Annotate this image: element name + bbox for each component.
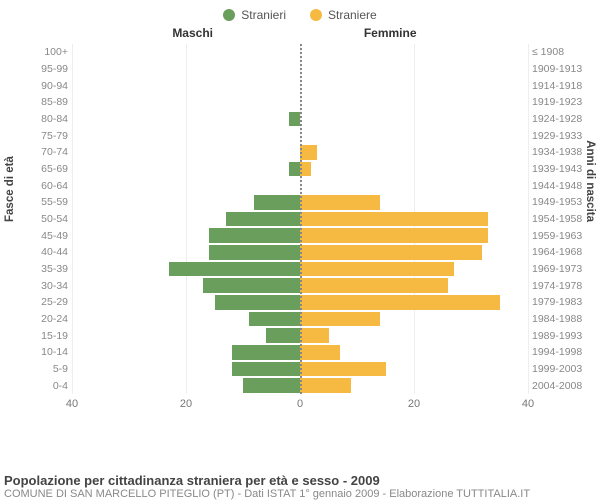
age-band-label: 30-34 (41, 280, 68, 292)
y-axis-birth-labels: 2004-2008 1999-2003 1994-1998 1989-1993 1984… (532, 44, 596, 394)
birth-year-label: 1954-1958 (532, 213, 582, 225)
bar-male (209, 245, 300, 260)
birth-year-label: 1989-1993 (532, 330, 582, 342)
age-band-label: 25-29 (41, 296, 68, 308)
age-band-label: 55-59 (41, 196, 68, 208)
chart-title: Popolazione per cittadinanza straniera p… (4, 473, 596, 488)
legend-item-female: Straniere (310, 8, 377, 22)
birth-year-label: 1974-1978 (532, 280, 582, 292)
bar-female (300, 312, 380, 327)
birth-year-label: 1924-1928 (532, 113, 582, 125)
group-header-female: Femmine (364, 26, 417, 40)
age-band-label: 5-9 (53, 363, 68, 375)
age-band-label: 40-44 (41, 246, 68, 258)
age-band-label: 35-39 (41, 263, 68, 275)
x-tick-label: 0 (297, 398, 303, 410)
birth-year-label: 1984-1988 (532, 313, 582, 325)
bar-female (300, 245, 482, 260)
age-band-label: 85-89 (41, 96, 68, 108)
bar-male (232, 345, 300, 360)
age-band-label: 70-74 (41, 146, 68, 158)
age-band-label: 60-64 (41, 180, 68, 192)
birth-year-label: ≤ 1908 (532, 46, 564, 58)
bar-female (300, 278, 448, 293)
birth-year-label: 1999-2003 (532, 363, 582, 375)
bar-female (300, 145, 317, 160)
bar-male (203, 278, 300, 293)
bar-female (300, 228, 488, 243)
legend-item-male: Stranieri (223, 8, 286, 22)
bar-male (289, 112, 300, 127)
bar-female (300, 295, 500, 310)
legend: Stranieri Straniere (0, 0, 600, 26)
birth-year-label: 1969-1973 (532, 263, 582, 275)
bar-female (300, 345, 340, 360)
birth-year-label: 1949-1953 (532, 196, 582, 208)
group-header-male: Maschi (172, 26, 213, 40)
birth-year-label: 1914-1918 (532, 80, 582, 92)
age-band-label: 65-69 (41, 163, 68, 175)
age-band-label: 0-4 (53, 380, 68, 392)
age-band-label: 75-79 (41, 130, 68, 142)
gridline (528, 44, 529, 394)
x-tick-label: 20 (180, 398, 192, 410)
birth-year-label: 1944-1948 (532, 180, 582, 192)
birth-year-label: 1919-1923 (532, 96, 582, 108)
birth-year-label: 2004-2008 (532, 380, 582, 392)
bar-female (300, 328, 329, 343)
birth-year-label: 1994-1998 (532, 346, 582, 358)
bar-male (254, 195, 300, 210)
bar-female (300, 195, 380, 210)
footer: Popolazione per cittadinanza straniera p… (4, 473, 596, 500)
plot-area (72, 44, 528, 394)
birth-year-label: 1979-1983 (532, 296, 582, 308)
swatch-male (223, 9, 235, 21)
birth-year-label: 1939-1943 (532, 163, 582, 175)
age-band-label: 50-54 (41, 213, 68, 225)
x-tick-label: 40 (66, 398, 78, 410)
birth-year-label: 1929-1933 (532, 130, 582, 142)
age-band-label: 45-49 (41, 230, 68, 242)
bar-female (300, 262, 454, 277)
bar-male (169, 262, 300, 277)
y-axis-age-labels: 0-4 5-9 10-14 15-19 20-24 25-29 30-34 35-39 40-4… (4, 44, 68, 394)
bars-male (72, 44, 300, 394)
age-band-label: 15-19 (41, 330, 68, 342)
x-tick-label: 20 (408, 398, 420, 410)
bar-male (226, 212, 300, 227)
legend-label-male: Stranieri (241, 8, 286, 22)
bars-female (300, 44, 528, 394)
age-band-label: 10-14 (41, 346, 68, 358)
population-pyramid-chart: Maschi Femmine Fasce di età Anni di nasc… (72, 26, 528, 426)
bar-male (209, 228, 300, 243)
birth-year-label: 1909-1913 (532, 63, 582, 75)
age-band-label: 95-99 (41, 63, 68, 75)
age-band-label: 80-84 (41, 113, 68, 125)
bar-male (232, 362, 300, 377)
age-band-label: 100+ (44, 46, 68, 58)
x-axis: 402002040 (72, 398, 528, 412)
bar-male (215, 295, 301, 310)
x-tick-label: 40 (522, 398, 534, 410)
center-line (300, 44, 302, 394)
birth-year-label: 1934-1938 (532, 146, 582, 158)
group-headers: Maschi Femmine (72, 26, 528, 44)
birth-year-label: 1959-1963 (532, 230, 582, 242)
legend-label-female: Straniere (328, 8, 377, 22)
bar-male (243, 378, 300, 393)
birth-year-label: 1964-1968 (532, 246, 582, 258)
chart-subtitle: COMUNE DI SAN MARCELLO PITEGLIO (PT) - D… (4, 488, 596, 500)
bar-male (266, 328, 300, 343)
bar-male (249, 312, 300, 327)
age-band-label: 90-94 (41, 80, 68, 92)
bar-female (300, 378, 351, 393)
bar-female (300, 212, 488, 227)
bar-female (300, 362, 386, 377)
bar-male (289, 162, 300, 177)
swatch-female (310, 9, 322, 21)
age-band-label: 20-24 (41, 313, 68, 325)
